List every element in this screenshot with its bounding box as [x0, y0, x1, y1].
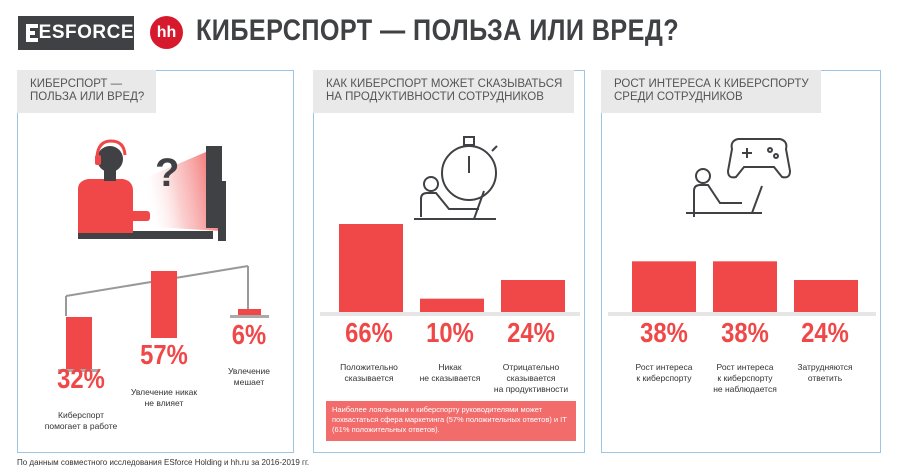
- note-box: Наиболее лояльными к киберспорту руковод…: [326, 401, 576, 441]
- value-interest-growth: 38%: [640, 317, 688, 348]
- stopwatch-worker-icon: [414, 136, 498, 220]
- gamepad-worker-icon: [686, 138, 792, 217]
- label-positive: Положительно сказывается: [340, 362, 398, 383]
- chart-bar-1: [420, 298, 484, 312]
- panel-title: КАК КИБЕРСПОРТ МОЖЕТ СКАЗЫВАТЬСЯ НА ПРОД…: [313, 70, 575, 113]
- productivity-bar-chart: [320, 224, 580, 316]
- label-interest-growth: Рост интереса к киберспорту: [635, 362, 693, 383]
- scale-pan-left: [58, 369, 100, 372]
- value-neutral: 10%: [426, 317, 474, 348]
- panel-productivity: КАК КИБЕРСПОРТ МОЖЕТ СКАЗЫВАТЬСЯ НА ПРОД…: [313, 70, 585, 453]
- panel-title: РОСТ ИНТЕРЕСА К КИБЕРСПОРТУ СРЕДИ СОТРУД…: [601, 70, 821, 113]
- chart-bar-2: [501, 280, 565, 312]
- bar-no-influence: [151, 271, 177, 338]
- page-title: КИБЕРСПОРТ — ПОЛЬЗА ИЛИ ВРЕД?: [196, 14, 680, 47]
- source-footnote: По данным совместного исследования ESfor…: [17, 458, 310, 467]
- chart-baseline: [608, 312, 876, 316]
- panel-benefit-or-harm: КИБЕРСПОРТ — ПОЛЬЗА ИЛИ ВРЕД? ?: [17, 70, 294, 453]
- interest-bar-chart: [608, 261, 876, 316]
- esforce-brand-text: ESFORCE: [38, 22, 134, 43]
- label-negative: Отрицательно сказывается на продуктивнос…: [493, 362, 569, 394]
- esforce-logo: ESFORCE: [18, 16, 134, 50]
- question-mark-icon: ?: [155, 151, 180, 195]
- chart-bar-0: [339, 224, 403, 312]
- panel-title: КИБЕРСПОРТ — ПОЛЬЗА ИЛИ ВРЕД?: [17, 70, 157, 113]
- label-neutral: Никак не сказывается: [419, 362, 481, 383]
- bar-interferes: [238, 309, 261, 315]
- label-no-influence: Увлечение никак не влияет: [130, 387, 198, 408]
- value-no-growth: 38%: [721, 317, 769, 348]
- chart-baseline: [320, 312, 580, 316]
- hh-logo: hh: [150, 16, 183, 49]
- label-undecided: Затрудняются ответить: [797, 362, 853, 383]
- esforce-e-icon: [26, 24, 38, 42]
- chart-bar-1: [713, 261, 777, 312]
- label-no-growth: Рост интереса к киберспорту не наблюдает…: [713, 362, 777, 394]
- label-interferes: Увлечение мешает: [228, 366, 270, 387]
- label-helps-at-work: Киберспорт помогает в работе: [44, 410, 118, 431]
- chart-bar-2: [794, 280, 858, 312]
- value-negative: 24%: [507, 317, 555, 348]
- bar-helps-at-work: [66, 317, 92, 369]
- value-interferes: 6%: [231, 319, 267, 350]
- value-no-influence: 57%: [140, 339, 188, 370]
- value-helps-at-work: 32%: [57, 363, 105, 394]
- gamer-at-monitor-illustration: [78, 139, 226, 241]
- chart-bar-0: [632, 261, 696, 312]
- value-undecided: 24%: [801, 317, 849, 348]
- value-positive: 66%: [345, 317, 393, 348]
- scale-pan-right: [230, 315, 269, 318]
- panel-interest-growth: РОСТ ИНТЕРЕСА К КИБЕРСПОРТУ СРЕДИ СОТРУД…: [601, 70, 881, 453]
